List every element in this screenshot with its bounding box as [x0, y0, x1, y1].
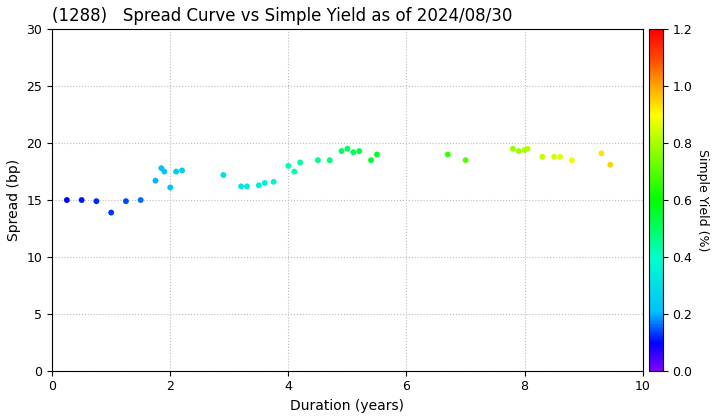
Point	[158, 168, 170, 175]
Point	[513, 148, 524, 155]
Point	[176, 167, 188, 174]
Point	[135, 197, 146, 203]
Point	[268, 178, 279, 185]
Point	[507, 145, 518, 152]
Point	[522, 145, 534, 152]
Point	[595, 150, 607, 157]
Point	[289, 168, 300, 175]
Point	[259, 180, 271, 186]
Y-axis label: Spread (bp): Spread (bp)	[7, 159, 21, 241]
Y-axis label: Simple Yield (%): Simple Yield (%)	[696, 149, 709, 251]
Point	[282, 163, 294, 169]
Point	[354, 148, 365, 155]
Point	[342, 145, 354, 152]
Point	[253, 182, 264, 189]
Point	[536, 153, 548, 160]
Point	[336, 148, 347, 155]
Point	[442, 151, 454, 158]
Point	[312, 157, 324, 163]
Point	[156, 165, 167, 171]
Point	[61, 197, 73, 203]
Point	[460, 157, 472, 163]
Point	[217, 172, 229, 178]
Point	[105, 209, 117, 216]
Point	[324, 157, 336, 163]
Point	[120, 198, 132, 205]
Point	[566, 157, 577, 163]
Point	[91, 198, 102, 205]
X-axis label: Duration (years): Duration (years)	[290, 399, 405, 413]
Point	[549, 153, 560, 160]
Point	[150, 177, 161, 184]
Point	[365, 157, 377, 163]
Point	[241, 183, 253, 190]
Point	[554, 153, 566, 160]
Point	[605, 161, 616, 168]
Point	[164, 184, 176, 191]
Point	[519, 147, 531, 153]
Text: (1288)   Spread Curve vs Simple Yield as of 2024/08/30: (1288) Spread Curve vs Simple Yield as o…	[52, 7, 513, 25]
Point	[171, 168, 182, 175]
Point	[76, 197, 87, 203]
Point	[348, 149, 359, 155]
Point	[372, 151, 383, 158]
Point	[294, 159, 306, 166]
Point	[235, 183, 247, 190]
